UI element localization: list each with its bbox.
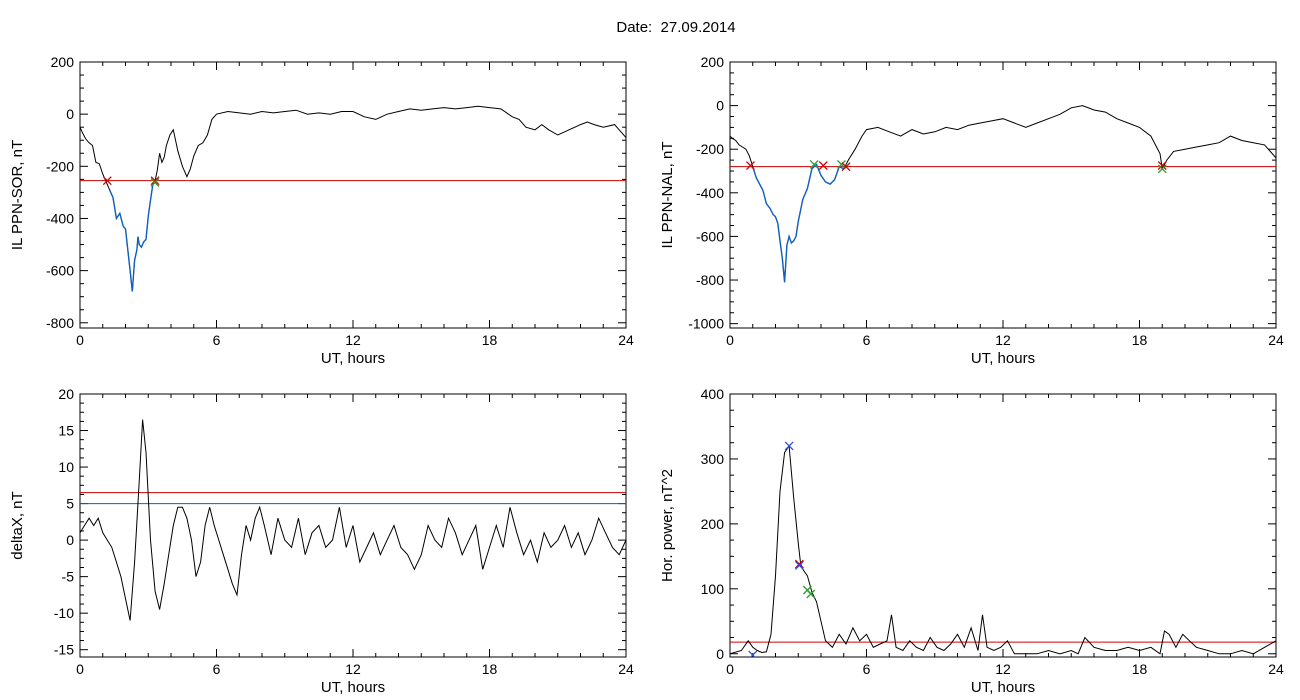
y-tick-label: -10 [54,605,74,621]
x-tick-label: 12 [995,661,1011,677]
marker-cross [784,441,794,451]
y-tick-label: -200 [46,158,74,174]
data-series-line [80,105,626,292]
y-tick-label: 0 [66,532,74,548]
marker-cross [746,161,755,171]
y-tick-label: 0 [716,646,724,662]
plot-area [80,419,626,621]
x-tick-label: 12 [345,661,361,677]
plot-frame [79,61,627,329]
y-tick-label: -800 [46,315,74,331]
y-tick-label: 15 [58,423,74,439]
x-tick-label: 12 [995,332,1011,348]
data-series-line [730,105,1276,283]
data-series-line [80,419,626,621]
x-tick-label: 6 [863,332,871,348]
y-tick-label: -400 [46,210,74,226]
y-tick-label: -800 [696,272,724,288]
y-axis-label: IL PPN-NAL, nT [659,142,676,249]
marker-cross [837,160,846,169]
y-tick-label: -600 [696,228,724,244]
figure-date-title: Date: 27.09.2014 [616,19,736,36]
marker-cross [794,560,804,570]
panel-deltax: 0 6 12 18 24 -15 -10 -5 0 5 10 15 20 UT, hours deltaX,… [9,386,634,696]
y-tick-label: 20 [58,386,74,402]
y-tick-label: -200 [696,141,724,157]
x-tick-label: 18 [1132,332,1148,348]
y-tick-label: 100 [701,581,725,597]
x-tick-label: 12 [345,332,361,348]
marker-cross [1157,164,1167,174]
marker-cross [748,650,758,657]
marker-cross [794,559,804,569]
y-tick-label: 0 [66,106,74,122]
y-tick-label: 5 [66,496,74,512]
plot-frame [729,393,1277,658]
plot-frame [729,61,1277,329]
y-tick-label: 300 [701,451,725,467]
x-axis-label: UT, hours [971,679,1035,696]
x-tick-label: 0 [726,661,734,677]
x-tick-label: 24 [618,661,634,677]
data-series-line [730,444,1276,655]
x-axis-label: UT, hours [321,350,385,367]
panel-ppn-sor: 0 6 12 18 24 -800 -600 -400 -200 0 200 UT, hours IL … [9,54,634,367]
y-tick-label: 200 [701,54,725,70]
x-tick-label: 24 [618,332,634,348]
x-tick-label: 6 [863,661,871,677]
y-tick-label: -1000 [688,316,724,332]
marker-cross [841,162,851,172]
y-axis-label: IL PPN-SOR, nT [9,140,26,250]
x-tick-label: 0 [76,661,84,677]
marker-cross [806,589,816,599]
x-axis-label: UT, hours [971,350,1035,367]
y-tick-label: 200 [701,516,725,532]
marker-cross [150,178,160,187]
marker-cross [818,161,828,171]
highlight-series-line [108,180,156,292]
y-tick-label: -15 [54,642,74,658]
y-axis-label: deltaX, nT [9,491,26,559]
x-tick-label: 0 [76,332,84,348]
x-tick-label: 24 [1268,332,1284,348]
marker-cross [102,176,112,186]
y-tick-label: 400 [701,386,725,402]
y-tick-label: 10 [58,459,74,475]
x-tick-label: 0 [726,332,734,348]
plot-area [730,105,1276,283]
x-tick-label: 18 [482,661,498,677]
x-tick-label: 24 [1268,661,1284,677]
y-tick-label: -400 [696,185,724,201]
x-tick-label: 6 [213,332,221,348]
plot-area [730,441,1276,657]
y-tick-label: -600 [46,263,74,279]
highlight-series-line [752,163,845,283]
y-tick-label: 200 [51,54,75,70]
x-axis-label: UT, hours [321,679,385,696]
panel-ppn-nal: 0 6 12 18 24 -1000 -800 -600 -400 -200 0 200 UT, hou… [659,54,1284,367]
marker-cross [1157,161,1167,171]
x-tick-label: 6 [213,661,221,677]
marker-cross [150,176,160,186]
plot-area [80,105,626,292]
marker-cross [809,160,819,169]
x-tick-label: 18 [1132,661,1148,677]
y-axis-label: Hor. power, nT^2 [659,469,676,582]
y-tick-label: -5 [62,569,75,585]
panel-hor-power: 0 6 12 18 24 0 100 200 300 400 UT, hours Hor. power… [659,386,1284,696]
x-tick-label: 18 [482,332,498,348]
y-tick-label: 0 [716,98,724,114]
